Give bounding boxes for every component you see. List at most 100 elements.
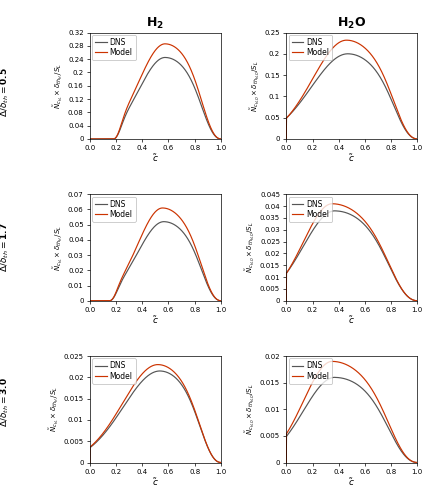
DNS	[415, 298, 420, 304]
DNS	[87, 136, 92, 142]
DNS	[284, 136, 289, 142]
Title: $\mathbf{H_2}$: $\mathbf{H_2}$	[146, 16, 164, 31]
DNS	[386, 90, 391, 96]
Line: Model: Model	[90, 364, 221, 462]
Y-axis label: $\tilde{N}_{c_{H_2}} \times \delta_{th_{H_2}}/S_L$: $\tilde{N}_{c_{H_2}} \times \delta_{th_{…	[51, 224, 65, 270]
Model	[101, 430, 106, 436]
DNS	[145, 71, 150, 77]
Model	[87, 136, 92, 142]
Model	[177, 48, 182, 54]
DNS	[415, 460, 420, 466]
DNS	[145, 232, 150, 238]
DNS	[374, 238, 379, 244]
Model	[140, 370, 146, 376]
Text: $\Delta/\delta_{th} = \mathbf{1.7}$: $\Delta/\delta_{th} = \mathbf{1.7}$	[0, 222, 12, 272]
Model	[190, 70, 195, 75]
DNS	[284, 298, 289, 304]
DNS	[101, 136, 106, 142]
X-axis label: $\tilde{c}$: $\tilde{c}$	[152, 314, 159, 326]
Model	[155, 362, 160, 368]
X-axis label: $\tilde{c}$: $\tilde{c}$	[348, 152, 355, 164]
Y-axis label: $\tilde{N}_{c_{H_2O}} \times \delta_{th_{H_2O}}/S_L$: $\tilde{N}_{c_{H_2O}} \times \delta_{th_…	[243, 222, 257, 274]
Model	[101, 298, 106, 304]
Model	[192, 76, 197, 82]
Model	[388, 426, 393, 432]
Model	[297, 246, 302, 252]
DNS	[218, 460, 223, 466]
Legend: DNS, Model: DNS, Model	[92, 35, 136, 60]
Model	[386, 420, 391, 426]
DNS	[140, 378, 146, 384]
DNS	[87, 298, 92, 304]
DNS	[218, 136, 223, 142]
DNS	[161, 218, 166, 224]
Model	[218, 460, 223, 466]
DNS	[386, 426, 391, 432]
Line: DNS: DNS	[90, 222, 221, 300]
DNS	[140, 80, 146, 86]
Model	[374, 59, 379, 65]
Model	[297, 406, 302, 412]
Model	[388, 90, 393, 96]
Legend: DNS, Model: DNS, Model	[288, 196, 332, 222]
Y-axis label: $\tilde{N}_{c_{H_2}} \times \delta_{th_{H_2}}/S_L$: $\tilde{N}_{c_{H_2}} \times \delta_{th_{…	[51, 62, 65, 109]
Line: Model: Model	[90, 208, 221, 300]
Legend: DNS, Model: DNS, Model	[288, 35, 332, 60]
DNS	[177, 380, 182, 386]
Y-axis label: $\tilde{N}_{c_{H_2O}} \times \delta_{th_{H_2O}}/S_L$: $\tilde{N}_{c_{H_2O}} \times \delta_{th_…	[248, 60, 262, 112]
DNS	[163, 54, 168, 60]
Line: Model: Model	[90, 44, 221, 139]
X-axis label: $\tilde{c}$: $\tilde{c}$	[348, 314, 355, 326]
DNS	[297, 250, 302, 256]
Model	[342, 360, 347, 366]
Line: Model: Model	[286, 40, 417, 139]
DNS	[337, 53, 342, 59]
Line: DNS: DNS	[90, 58, 221, 139]
DNS	[337, 374, 342, 380]
DNS	[101, 432, 106, 438]
Model	[330, 358, 335, 364]
DNS	[218, 298, 223, 304]
DNS	[337, 208, 342, 214]
DNS	[158, 368, 163, 374]
DNS	[342, 52, 347, 58]
Model	[415, 460, 420, 466]
DNS	[374, 68, 379, 74]
Model	[177, 376, 182, 382]
Model	[415, 136, 420, 142]
Text: $\Delta/\delta_{th} = \mathbf{3.0}$: $\Delta/\delta_{th} = \mathbf{3.0}$	[0, 378, 12, 428]
Line: DNS: DNS	[90, 371, 221, 462]
Model	[192, 242, 197, 248]
Model	[386, 84, 391, 90]
Title: $\mathbf{H_2O}$: $\mathbf{H_2O}$	[337, 16, 366, 31]
Y-axis label: $\tilde{N}_{c_{H_2O}} \times \delta_{th_{H_2O}}/S_L$: $\tilde{N}_{c_{H_2O}} \times \delta_{th_…	[243, 384, 257, 435]
DNS	[297, 414, 302, 420]
DNS	[345, 51, 351, 57]
Model	[87, 298, 92, 304]
DNS	[284, 460, 289, 466]
Line: DNS: DNS	[286, 54, 417, 139]
DNS	[297, 100, 302, 106]
Model	[87, 460, 92, 466]
Model	[337, 202, 342, 207]
DNS	[374, 403, 379, 409]
Model	[337, 360, 342, 366]
Model	[160, 205, 165, 211]
Model	[284, 460, 289, 466]
Model	[337, 40, 342, 46]
Model	[145, 220, 150, 226]
Model	[218, 298, 223, 304]
Model	[218, 136, 223, 142]
Model	[163, 41, 168, 47]
Model	[374, 394, 379, 400]
DNS	[87, 460, 92, 466]
Model	[342, 38, 347, 44]
X-axis label: $\tilde{c}$: $\tilde{c}$	[152, 476, 159, 488]
Model	[190, 236, 195, 242]
Model	[284, 136, 289, 142]
Legend: DNS, Model: DNS, Model	[288, 358, 332, 384]
Model	[145, 60, 150, 66]
Line: Model: Model	[286, 204, 417, 300]
Model	[342, 203, 347, 209]
Model	[140, 70, 146, 76]
